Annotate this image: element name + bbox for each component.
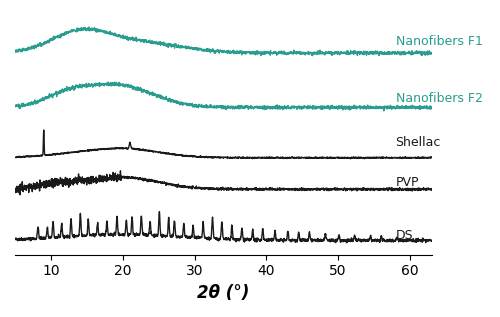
Text: Nanofibers F1: Nanofibers F1 [396, 35, 482, 48]
Text: Shellac: Shellac [396, 136, 441, 149]
Text: DS: DS [396, 229, 413, 242]
Text: PVP: PVP [396, 176, 419, 189]
X-axis label: 2θ (°): 2θ (°) [197, 284, 250, 302]
Text: Nanofibers F2: Nanofibers F2 [396, 92, 482, 106]
